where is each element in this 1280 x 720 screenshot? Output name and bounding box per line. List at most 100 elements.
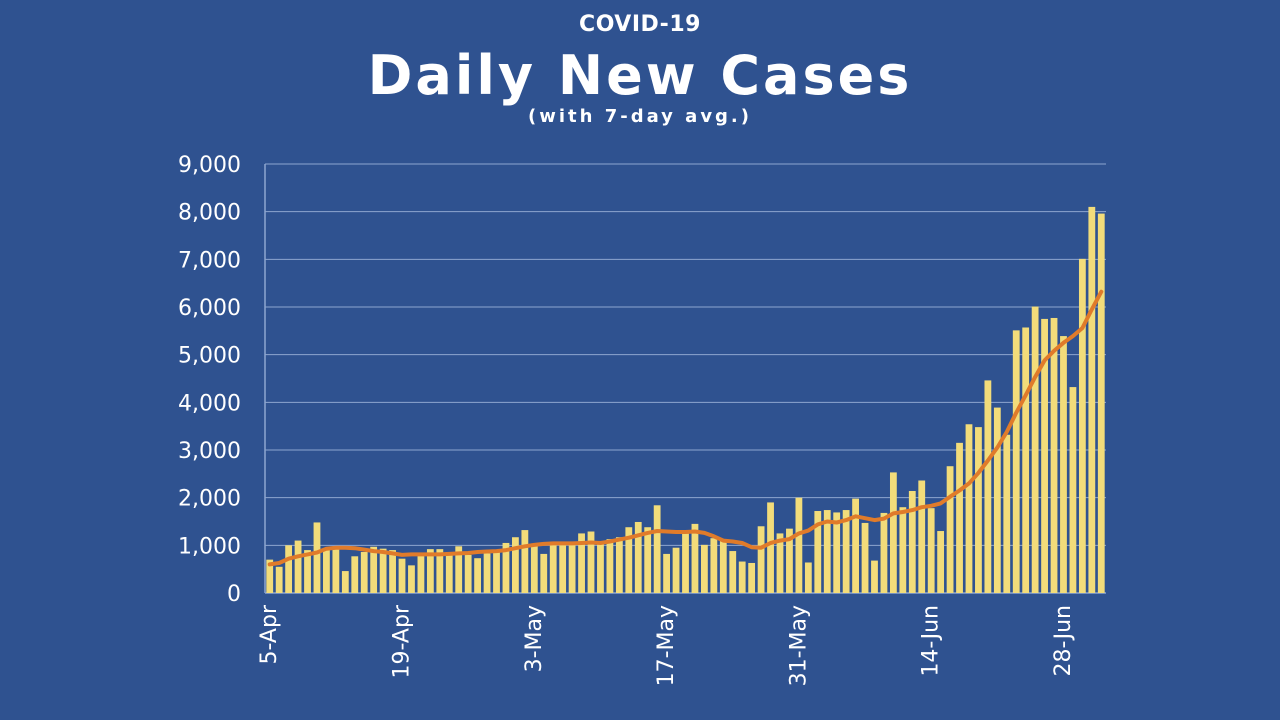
daily-case-bar [1097, 213, 1105, 593]
x-tick-label: 17-May [654, 605, 679, 686]
daily-case-bar [474, 558, 482, 593]
daily-case-bar [682, 531, 689, 593]
daily-case-bar [1050, 317, 1058, 593]
daily-case-bar [880, 512, 888, 593]
daily-case-bar [738, 561, 746, 593]
daily-case-bar [323, 550, 330, 593]
daily-bars [266, 206, 1105, 593]
daily-case-bar [568, 543, 576, 593]
x-tick-label: 19-Apr [390, 604, 415, 678]
daily-case-bar [559, 544, 567, 593]
daily-case-bar [748, 562, 756, 593]
x-tick-labels: 5-Apr 19-Apr 3-May 17-May 31-May 14-Jun 28-Jun [257, 604, 1076, 686]
daily-case-bar [332, 548, 340, 593]
daily-case-bar [899, 507, 907, 593]
x-tick-label: 3-May [522, 605, 547, 672]
daily-case-bar [1012, 330, 1020, 593]
daily-case-bar [1088, 206, 1096, 593]
daily-case-bar [776, 533, 784, 593]
daily-case-bar [861, 522, 869, 593]
daily-case-bar [597, 541, 604, 593]
daily-case-bar [993, 407, 1001, 593]
daily-case-bar [918, 480, 926, 593]
x-tick-label: 28-Jun [1051, 605, 1076, 677]
daily-case-bar [700, 544, 708, 593]
daily-case-bar [455, 546, 463, 593]
daily-case-bar [691, 523, 699, 593]
daily-case-bar [625, 527, 633, 593]
daily-case-bar [540, 553, 548, 593]
daily-case-bar [606, 539, 614, 593]
daily-case-bar [464, 554, 472, 593]
y-tick-label: 1,000 [178, 534, 241, 559]
daily-case-bar [710, 538, 718, 593]
daily-case-bar [285, 545, 293, 593]
daily-case-bar [493, 552, 500, 593]
daily-case-bar [512, 537, 519, 593]
chart-kicker: COVID-19 [579, 12, 701, 37]
daily-case-bar [426, 549, 434, 593]
daily-case-bar [530, 544, 538, 593]
daily-case-bar [351, 556, 359, 593]
daily-case-bar [304, 550, 311, 593]
daily-case-bar [946, 466, 954, 593]
y-tick-label: 4,000 [178, 391, 241, 416]
y-tick-label: 0 [227, 582, 241, 607]
daily-case-bar [804, 562, 812, 593]
daily-case-bar [975, 427, 982, 593]
daily-case-bar [417, 553, 425, 593]
daily-case-bar [833, 512, 841, 593]
daily-case-bar [294, 540, 302, 593]
daily-case-bar [729, 551, 737, 593]
daily-case-bar [814, 511, 822, 593]
daily-case-bar [663, 553, 671, 593]
daily-case-bar [871, 560, 878, 593]
daily-case-bar [408, 565, 415, 593]
daily-case-bar [757, 526, 765, 593]
daily-case-bar [1003, 434, 1011, 593]
y-tick-label: 7,000 [178, 248, 241, 273]
daily-case-bar [389, 550, 396, 593]
daily-case-bar [587, 531, 595, 593]
daily-case-bar [889, 472, 897, 593]
daily-case-bar [275, 566, 283, 593]
daily-case-bar [672, 547, 680, 593]
daily-case-bar [927, 508, 935, 593]
y-tick-label: 3,000 [178, 439, 241, 464]
daily-case-bar [502, 542, 510, 593]
daily-case-bar [644, 527, 652, 593]
daily-case-bar [1041, 318, 1048, 593]
y-tick-label: 6,000 [178, 296, 241, 321]
gridlines [265, 163, 1106, 546]
daily-case-bar [370, 546, 378, 593]
daily-case-bar [615, 537, 623, 593]
daily-case-bar [842, 510, 850, 593]
daily-case-bar [1060, 336, 1067, 593]
daily-case-bar [1022, 327, 1030, 593]
x-tick-label: 31-May [786, 605, 811, 686]
daily-case-bar [965, 424, 973, 593]
y-tick-label: 8,000 [178, 201, 241, 226]
chart-title: Daily New Cases [367, 44, 913, 107]
daily-case-bar [266, 559, 274, 593]
daily-case-bar [786, 528, 793, 593]
daily-case-bar [436, 549, 444, 593]
daily-case-bar [549, 544, 557, 593]
daily-case-bar [521, 530, 529, 593]
seven-day-avg-line [267, 289, 1104, 567]
daily-case-bar [483, 553, 491, 593]
daily-case-bar [634, 521, 642, 593]
daily-case-bar [719, 541, 727, 593]
daily-case-bar [578, 533, 585, 593]
daily-case-bar [937, 531, 945, 593]
daily-case-bar [795, 497, 803, 593]
daily-case-bar [984, 380, 992, 593]
seven-day-avg-line-group [267, 289, 1104, 567]
y-tick-label: 9,000 [178, 153, 241, 178]
daily-case-bar [445, 552, 453, 593]
daily-case-bar [852, 498, 859, 593]
chart-subtitle: (with 7-day avg.) [527, 106, 752, 127]
daily-case-bar [908, 490, 916, 593]
x-tick-label: 14-Jun [919, 605, 944, 677]
